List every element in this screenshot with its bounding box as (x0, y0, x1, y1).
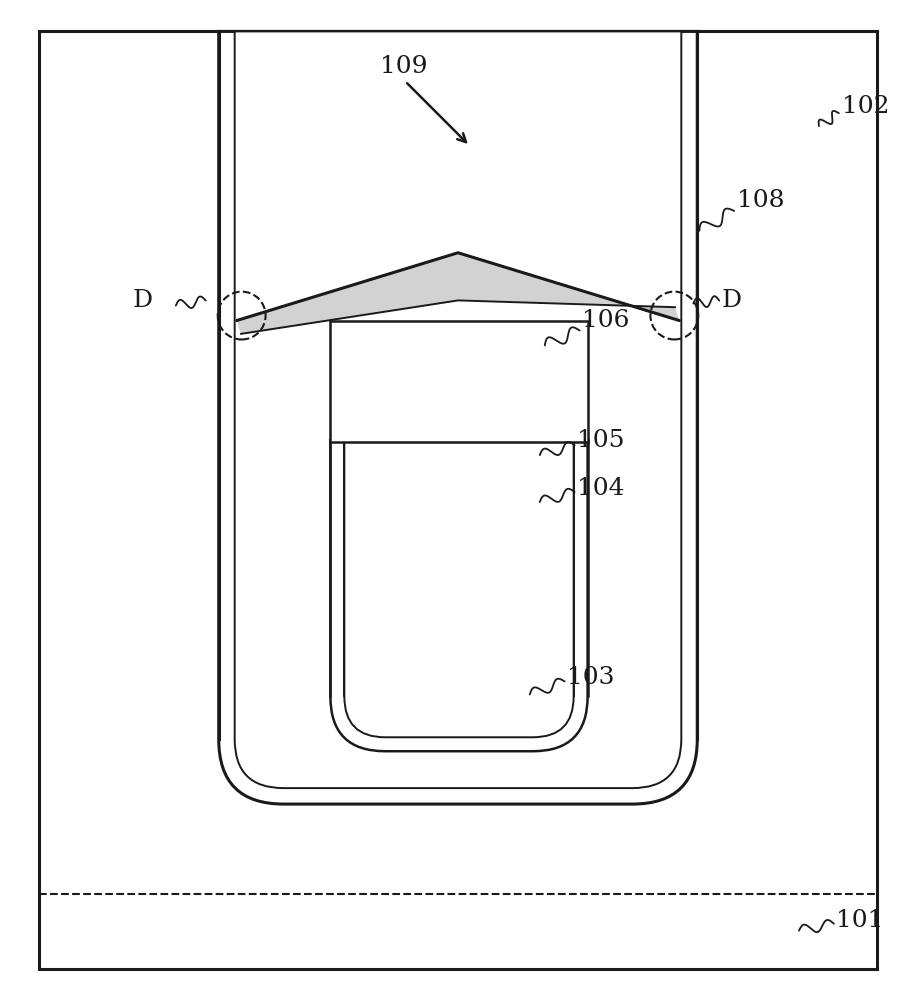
PathPatch shape (234, 31, 682, 788)
Text: 102: 102 (842, 95, 889, 118)
Text: 106: 106 (582, 309, 629, 332)
Text: 109: 109 (380, 55, 428, 78)
Text: 101: 101 (836, 909, 883, 932)
PathPatch shape (331, 440, 587, 751)
Bar (331, 321, 587, 442)
Polygon shape (236, 253, 680, 334)
Text: D: D (133, 289, 153, 312)
PathPatch shape (219, 31, 697, 804)
Text: 105: 105 (577, 429, 624, 452)
Text: D: D (721, 289, 741, 312)
PathPatch shape (344, 440, 573, 737)
Text: 103: 103 (567, 666, 614, 689)
Text: 104: 104 (577, 477, 624, 500)
Text: 108: 108 (737, 189, 785, 212)
